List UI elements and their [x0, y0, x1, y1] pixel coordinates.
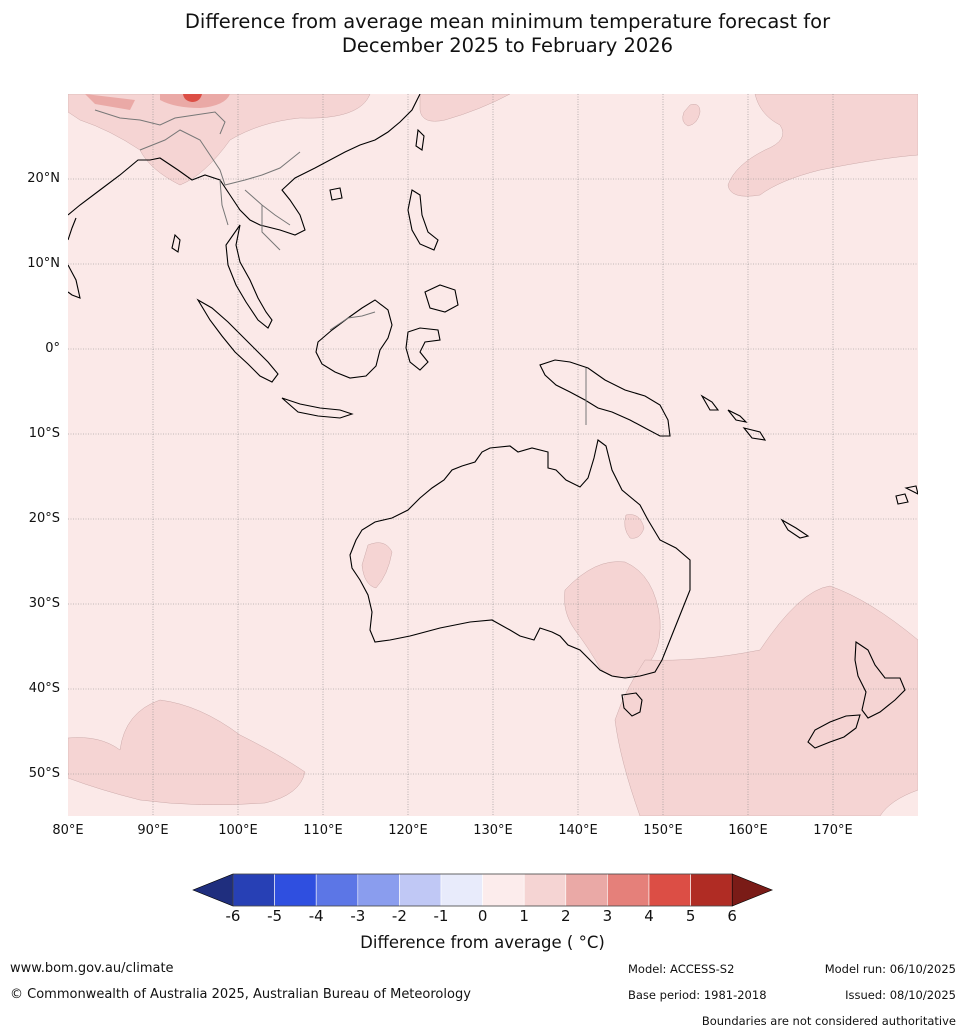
colorbar-tick-label: 6: [727, 907, 737, 925]
hainan-coastline: [329, 187, 343, 201]
colorbar-arrow-low: [192, 873, 234, 907]
title-line-2: December 2025 to February 2026: [341, 34, 674, 57]
map-title: Difference from average mean minimum tem…: [0, 10, 965, 58]
border-indochina: [219, 179, 291, 251]
tasmania-coastline: [621, 692, 643, 717]
malay-peninsula-coastline: [225, 224, 273, 329]
admin-borders: [94, 109, 587, 425]
border-borneo: [329, 311, 376, 331]
colorbar-tick-label: -4: [308, 907, 324, 925]
longitude-label: 160°E: [728, 823, 768, 838]
sri-lanka-coastline: [171, 233, 181, 253]
colorbar-segment: [315, 873, 359, 907]
new-zealand-north-coastline: [854, 641, 906, 719]
boundaries-disclaimer: Boundaries are not considered authoritat…: [701, 1014, 956, 1028]
colorbar-segment: [440, 873, 483, 907]
latitude-label: 20°S: [28, 511, 60, 526]
colorbar-label: Difference from average ( °C): [360, 933, 605, 952]
colorbar-tick-label: -5: [267, 907, 283, 925]
latitude-label: 10°N: [27, 256, 60, 271]
java-coastline: [281, 397, 354, 419]
colorbar-tick-label: -1: [433, 907, 449, 925]
longitude-label: 130°E: [473, 823, 513, 838]
colorbar-segment: [648, 873, 691, 907]
colorbar-arrow-high: [731, 873, 774, 907]
colorbar-segment: [232, 873, 275, 907]
border-himalaya: [94, 109, 226, 135]
colorbar-segment: [357, 873, 400, 907]
colorbar-segment: [690, 873, 733, 907]
model-name: Model: ACCESS-S2: [628, 962, 735, 976]
graticule: [68, 94, 918, 816]
anomaly-region-japan: [419, 94, 511, 122]
colorbar-tick-label: 3: [602, 907, 613, 925]
solomon-islands-coastline: [700, 394, 767, 441]
colorbar-outline: [232, 873, 733, 907]
longitude-label: 90°E: [137, 823, 169, 838]
india-coastline: [68, 217, 81, 299]
website-link[interactable]: www.bom.gov.au/climate: [10, 961, 174, 976]
colorbar-segment: [565, 873, 608, 907]
fiji-coastline: [895, 485, 918, 505]
anomaly-region-southern-indian-ocean: [68, 699, 306, 806]
base-period: Base period: 1981-2018: [628, 988, 767, 1002]
colorbar-segment: [274, 873, 317, 907]
title-line-1: Difference from average mean minimum tem…: [184, 10, 831, 33]
longitude-label: 100°E: [218, 823, 258, 838]
colorbar-tick-label: 2: [561, 907, 571, 925]
copyright-text: © Commonwealth of Australia 2025, Austra…: [10, 987, 471, 1002]
latitude-label: 10°S: [28, 426, 60, 441]
anomaly-region-western-australia: [361, 542, 393, 589]
colorbar-tick-label: -2: [391, 907, 407, 925]
anomaly-region-small-island: [682, 104, 701, 127]
latitude-label: 30°S: [28, 596, 60, 611]
latitude-label: 50°S: [28, 766, 60, 781]
anomaly-region-tibet-hot: [85, 94, 135, 110]
colorbar-tick-label: -6: [225, 907, 241, 925]
model-run-date: Model run: 06/10/2025: [824, 962, 956, 976]
anomaly-region-tasman-sea: [614, 585, 918, 816]
anomaly-layer: [68, 94, 918, 816]
sulawesi-coastline: [405, 327, 441, 371]
longitude-label: 150°E: [643, 823, 683, 838]
colorbar-segment: [399, 873, 442, 907]
colorbar-tick-label: 0: [477, 907, 488, 925]
coastlines: [68, 94, 918, 749]
anomaly-region-north-pacific: [727, 94, 918, 197]
new-guinea-coastline: [539, 359, 671, 437]
colorbar-tick-label: 1: [519, 907, 529, 925]
latitude-label: 20°N: [27, 171, 60, 186]
colorbar-segment: [607, 873, 650, 907]
anomaly-region-tibet-hottest: [183, 94, 202, 102]
issued-date: Issued: 08/10/2025: [845, 988, 956, 1002]
longitude-label: 140°E: [558, 823, 598, 838]
longitude-label: 170°E: [813, 823, 853, 838]
colorbar-tick-label: 5: [685, 907, 696, 925]
australia-coastline: [349, 439, 691, 679]
colorbar-segment: [482, 873, 525, 907]
longitude-label: 120°E: [388, 823, 428, 838]
latitude-label: 0°: [45, 341, 60, 356]
anomaly-region-north-china: [68, 94, 371, 186]
colorbar-tick-label: -3: [350, 907, 366, 925]
sumatra-coastline: [196, 298, 279, 383]
colorbar-tick-label: 4: [644, 907, 654, 925]
longitude-label: 80°E: [52, 823, 84, 838]
new-zealand-south-coastline: [807, 714, 861, 749]
colorbar: [192, 873, 774, 907]
mindanao-coastline: [424, 284, 459, 313]
latitude-label: 40°S: [28, 681, 60, 696]
asia-mainland-coastline: [68, 94, 421, 236]
luzon-coastline: [407, 189, 439, 251]
border-china-southeast-asia: [139, 129, 301, 186]
taiwan-coastline: [415, 128, 425, 151]
borneo-coastline: [315, 299, 393, 379]
new-caledonia-coastline: [780, 518, 810, 539]
longitude-label: 110°E: [303, 823, 343, 838]
anomaly-region-queensland: [624, 514, 645, 539]
colorbar-segment: [523, 873, 567, 907]
